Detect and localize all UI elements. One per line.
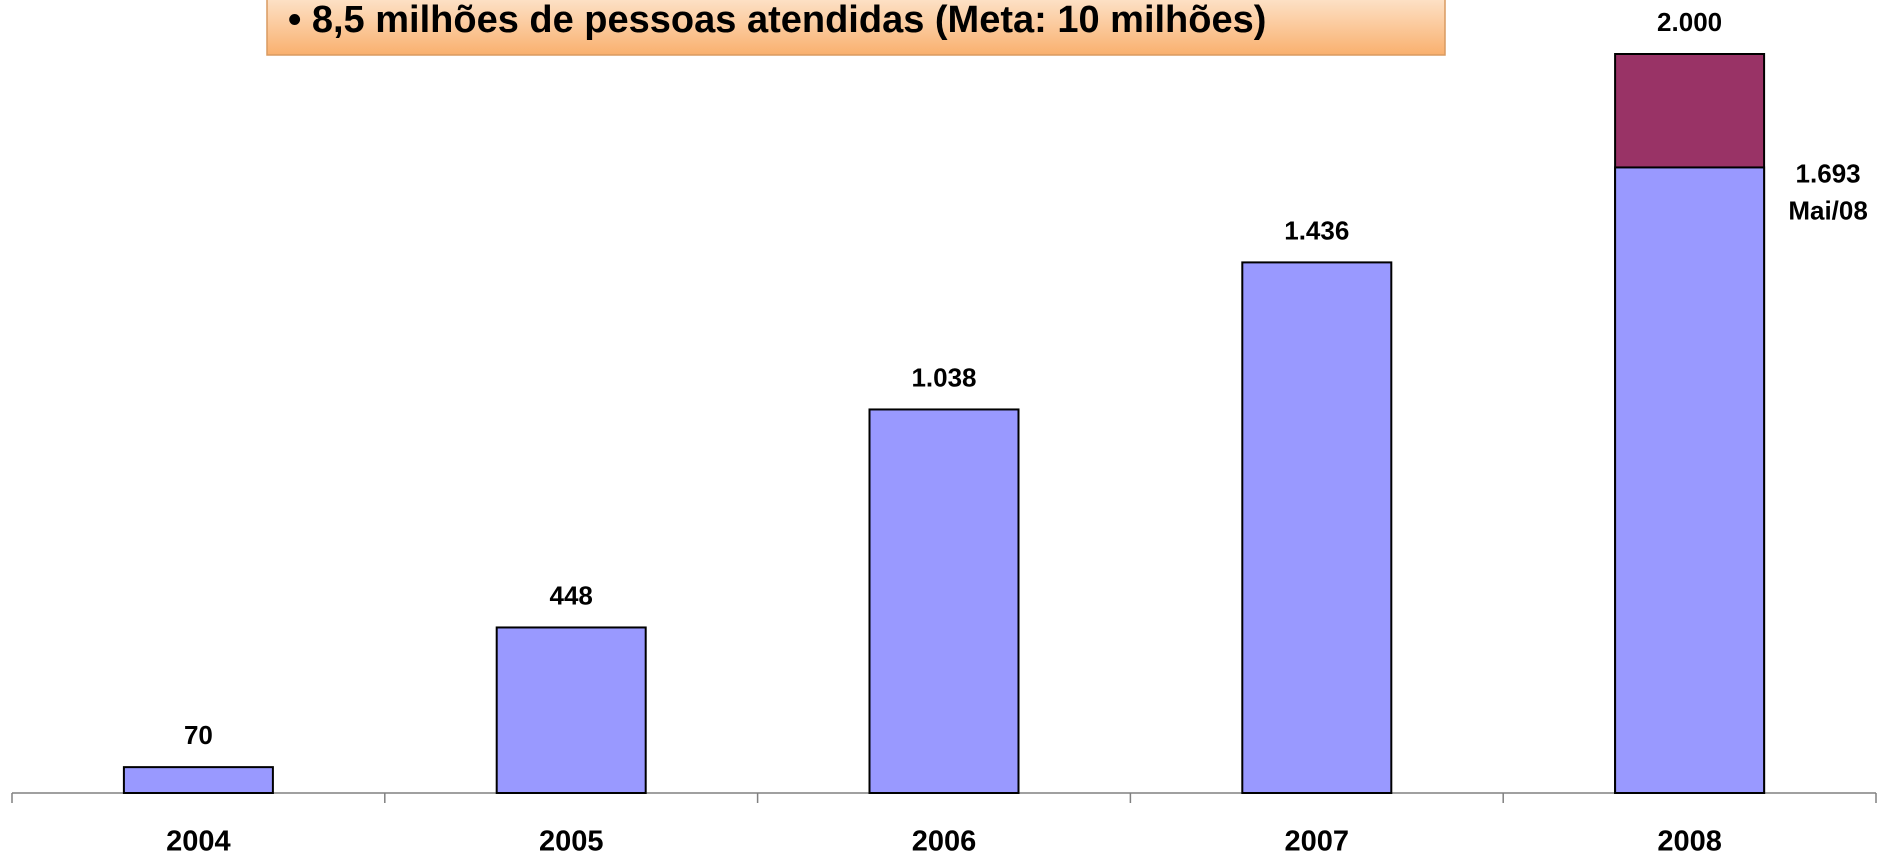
value-label: 2.000: [1657, 7, 1722, 37]
bar: [1614, 166, 1766, 794]
bar: [1241, 261, 1393, 794]
value-label: 1.693: [1796, 158, 1861, 188]
x-tick-label: 2005: [539, 826, 604, 858]
bar: [868, 408, 1020, 794]
bar: [122, 766, 274, 795]
value-label: 70: [184, 720, 213, 750]
annotation: Mai/08: [1788, 195, 1868, 225]
x-tick-label: 2007: [1285, 826, 1350, 858]
chart-title: • 8,5 milhões de pessoas atendidas (Meta…: [288, 0, 1266, 41]
bar: [495, 626, 647, 794]
value-label: 1.436: [1284, 215, 1349, 245]
x-tick-label: 2004: [166, 826, 231, 858]
title-box: [266, 0, 1446, 56]
value-label: 448: [550, 580, 593, 610]
x-tick-label: 2006: [912, 826, 977, 858]
value-label: 1.038: [911, 362, 976, 392]
x-tick-label: 2008: [1657, 826, 1722, 858]
